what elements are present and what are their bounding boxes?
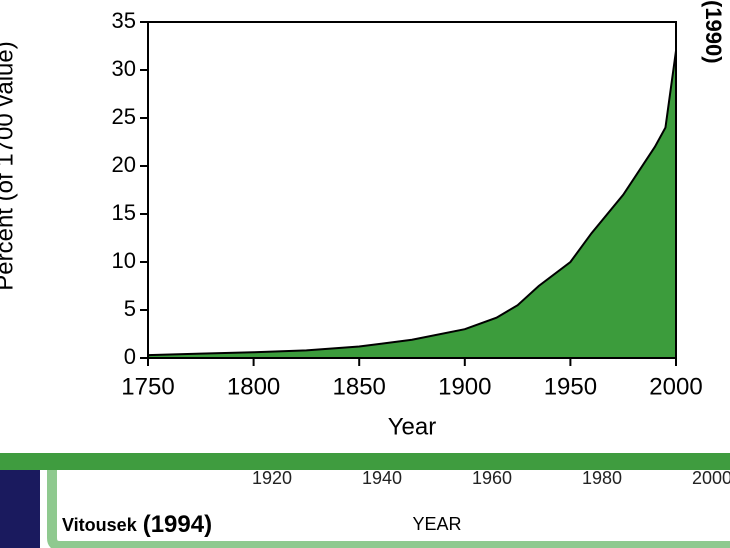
y-tick-label: 25: [112, 104, 136, 129]
y-tick-label: 5: [124, 296, 136, 321]
background-x-tick-label: 2000: [692, 468, 730, 488]
x-tick-label: 1950: [544, 373, 597, 400]
y-tick-label: 30: [112, 56, 136, 81]
x-tick-label: 2000: [649, 373, 702, 400]
background-x-label: YEAR: [412, 514, 461, 534]
citation-author: Vitousek: [62, 515, 138, 535]
background-x-tick-label: 1940: [362, 468, 402, 488]
x-tick-label: 1850: [333, 373, 386, 400]
citation-year: (1994): [143, 511, 212, 538]
green-band: [0, 453, 730, 470]
side-text: (1990): [701, 0, 726, 64]
y-tick-label: 0: [124, 344, 136, 369]
area: [148, 50, 676, 359]
green-frame: [47, 470, 730, 548]
x-tick-label: 1750: [121, 373, 174, 400]
x-tick-label: 1800: [227, 373, 280, 400]
y-tick-label: 15: [112, 200, 136, 225]
x-axis-label: Year: [388, 413, 437, 440]
y-tick-label: 35: [112, 8, 136, 33]
x-tick-label: 1900: [438, 373, 491, 400]
navy-block: [0, 470, 40, 548]
background-x-tick-label: 1920: [252, 468, 292, 488]
citation: Vitousek (1994): [62, 511, 212, 538]
y-tick-label: 20: [112, 152, 136, 177]
background-x-tick-label: 1980: [582, 468, 622, 488]
background-x-tick-label: 1960: [472, 468, 512, 488]
y-axis-label: Percent (of 1700 value): [0, 41, 18, 290]
line: [147, 50, 677, 357]
plot-frame: [147, 21, 677, 359]
y-tick-label: 10: [112, 248, 136, 273]
